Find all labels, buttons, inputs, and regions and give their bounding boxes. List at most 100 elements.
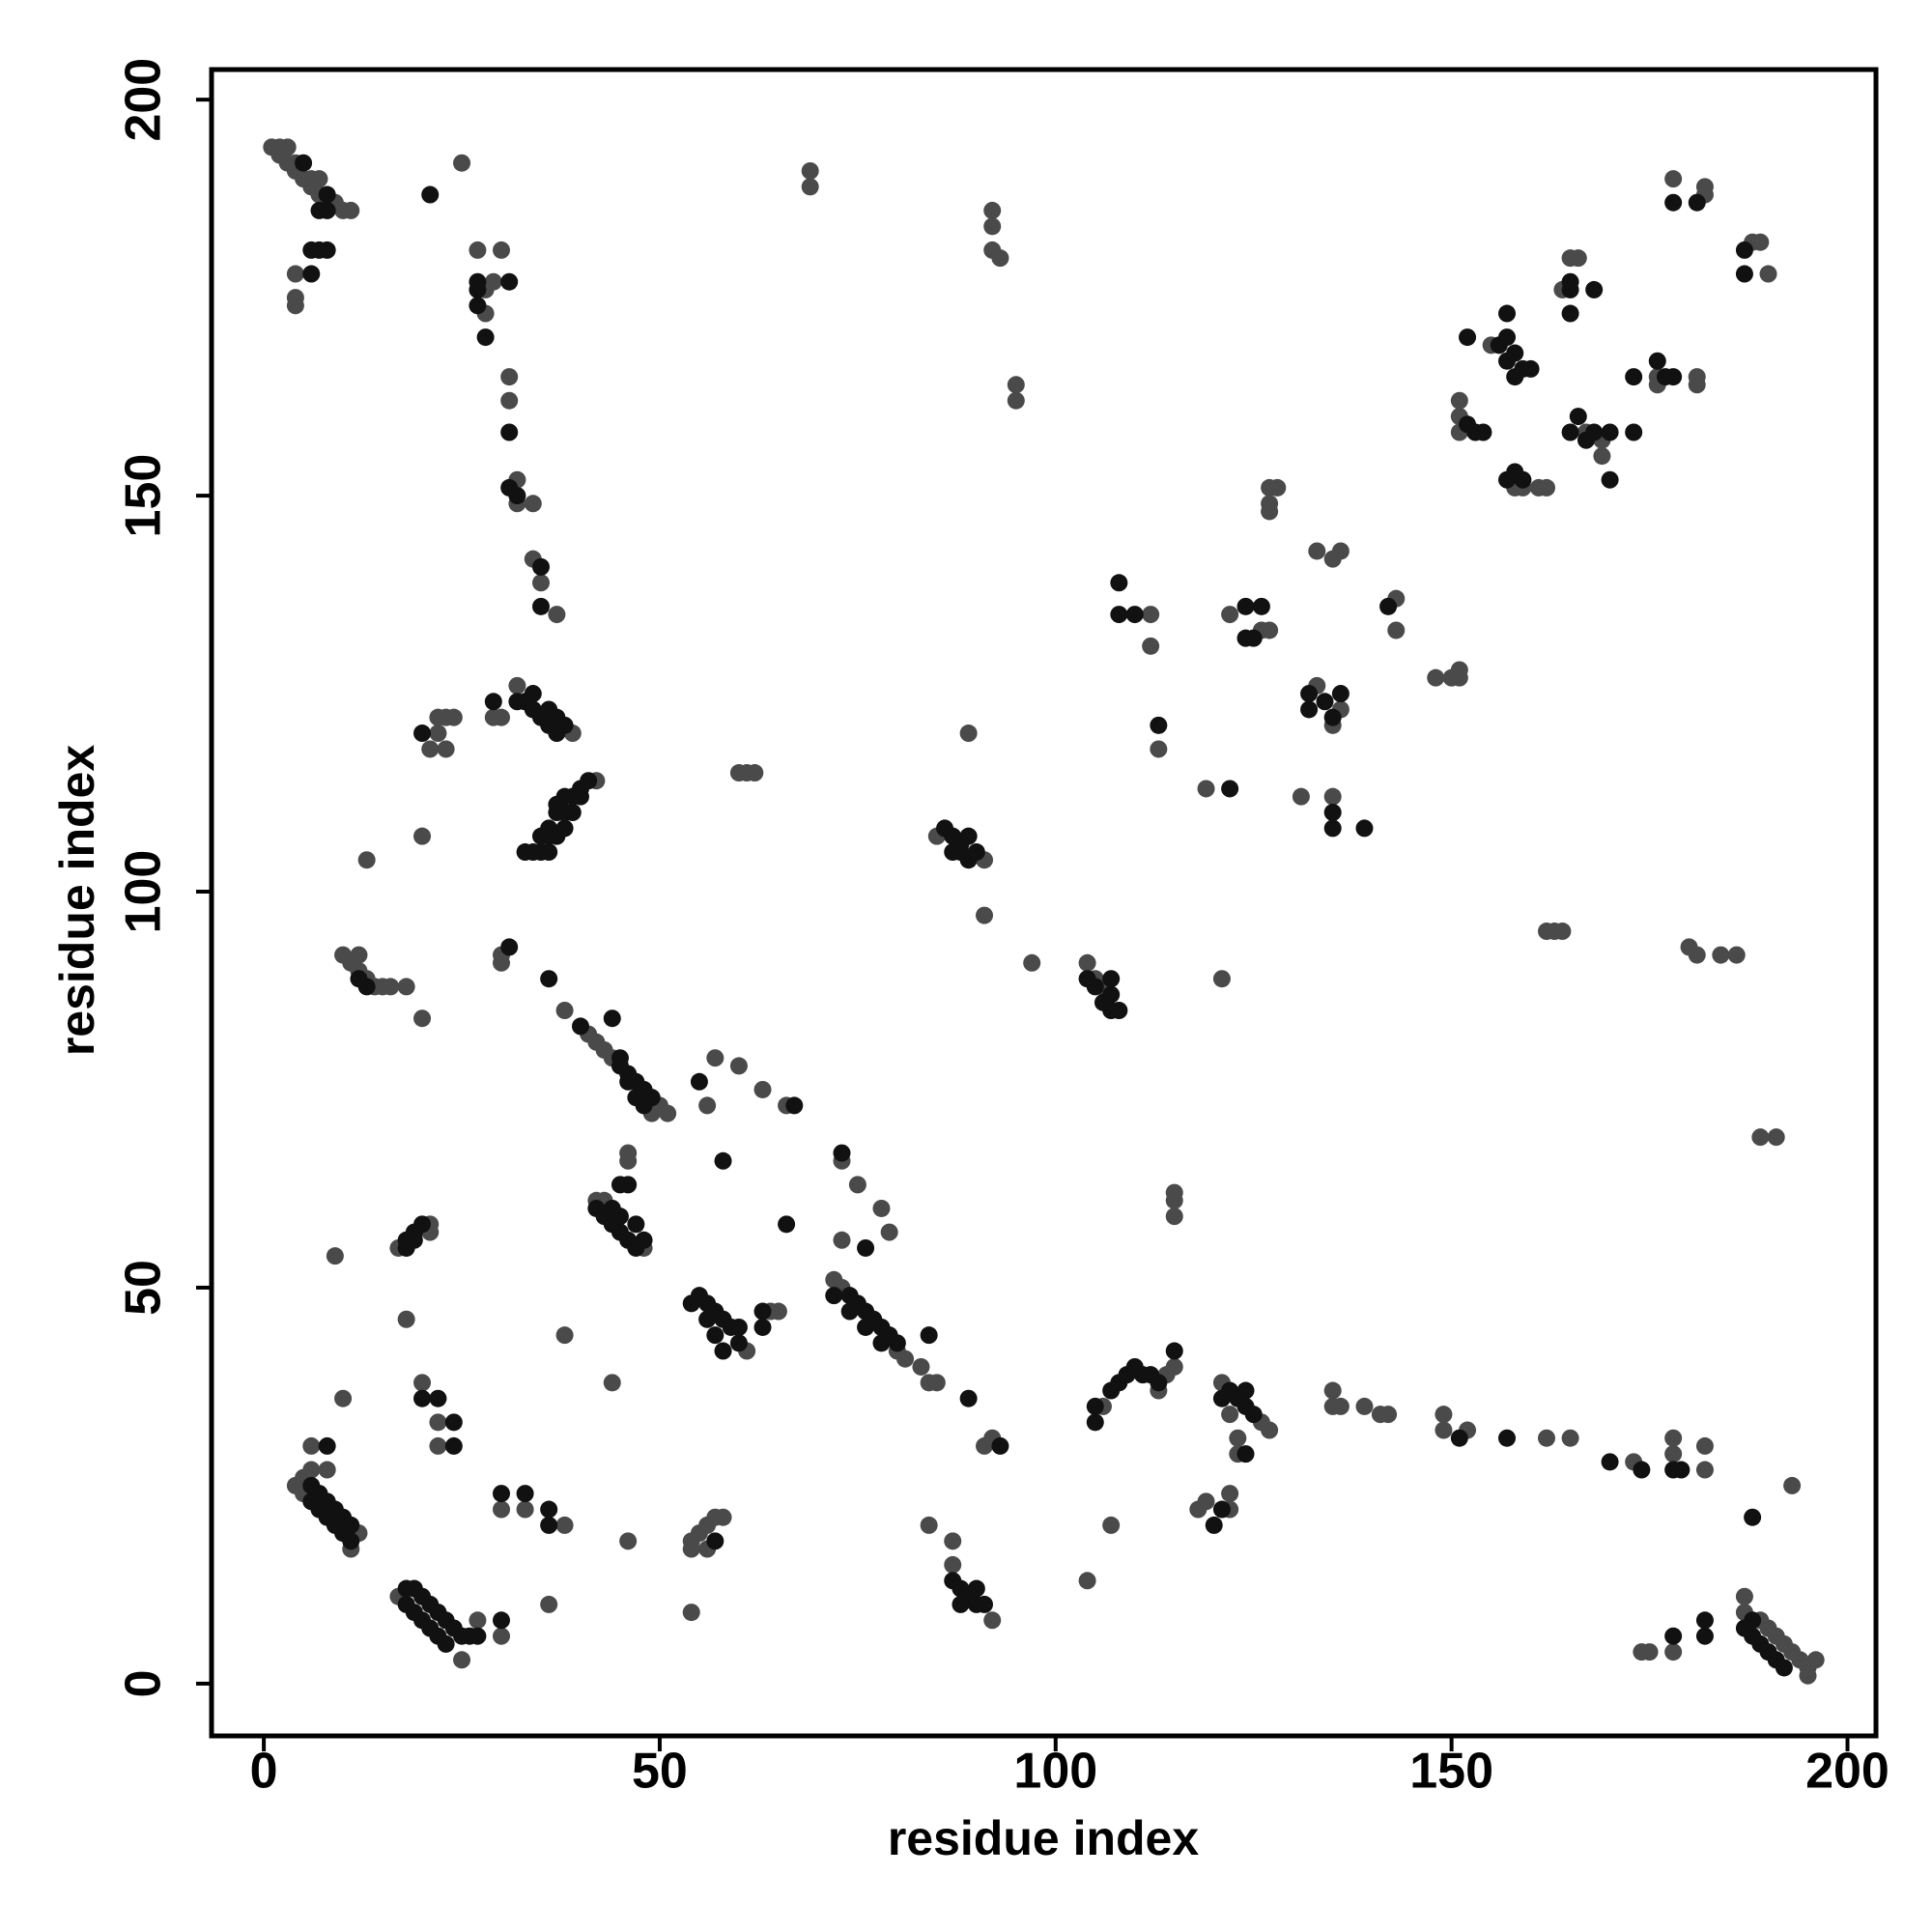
scatter-point xyxy=(1506,344,1524,362)
scatter-point xyxy=(318,1436,336,1455)
scatter-point xyxy=(920,1516,938,1534)
scatter-point xyxy=(1387,621,1406,639)
scatter-point xyxy=(413,1009,432,1028)
scatter-point xyxy=(342,201,360,219)
scatter-point xyxy=(1601,470,1619,489)
scatter-point xyxy=(714,1508,732,1526)
scatter-point xyxy=(635,1231,653,1249)
scatter-point xyxy=(1236,629,1255,647)
scatter-point xyxy=(857,1318,875,1336)
scatter-point xyxy=(484,693,502,711)
scatter-point xyxy=(405,1231,423,1249)
scatter-point xyxy=(952,1595,970,1613)
scatter-point xyxy=(540,1500,558,1519)
scatter-point xyxy=(500,368,519,386)
scatter-point xyxy=(690,1072,708,1091)
scatter-point xyxy=(397,1310,415,1328)
scatter-point xyxy=(563,804,582,822)
scatter-point xyxy=(429,1436,447,1455)
scatter-point xyxy=(872,1334,891,1352)
scatter-point xyxy=(1735,265,1753,283)
scatter-point xyxy=(991,249,1009,268)
scatter-point xyxy=(342,1532,360,1550)
scatter-point xyxy=(1806,1651,1825,1669)
scatter-point xyxy=(698,1096,717,1115)
scatter-point xyxy=(1261,621,1279,639)
scatter-point xyxy=(493,1485,511,1503)
scatter-point xyxy=(1150,740,1168,758)
scatter-point xyxy=(429,1389,447,1407)
scatter-point xyxy=(286,297,304,315)
scatter-point xyxy=(1236,1381,1255,1400)
scatter-point xyxy=(302,1436,321,1455)
scatter-point xyxy=(944,843,962,862)
scatter-point xyxy=(659,1104,677,1122)
scatter-point xyxy=(603,1009,621,1028)
scatter-point xyxy=(1308,542,1326,560)
scatter-point xyxy=(1165,1191,1183,1209)
scatter-point xyxy=(1323,804,1342,822)
scatter-point xyxy=(872,1199,891,1217)
scatter-point xyxy=(1086,1397,1104,1415)
scatter-point xyxy=(1007,391,1025,410)
scatter-point xyxy=(493,708,511,726)
scatter-point xyxy=(1735,241,1753,259)
scatter-point xyxy=(1355,1397,1374,1415)
scatter-point xyxy=(769,1302,787,1321)
scatter-point xyxy=(1553,923,1572,941)
scatter-point xyxy=(944,1555,962,1574)
scatter-point xyxy=(555,1326,574,1345)
scatter-point xyxy=(912,1357,930,1376)
scatter-point xyxy=(429,1413,447,1432)
scatter-point xyxy=(1695,1611,1714,1630)
scatter-point xyxy=(1197,1492,1215,1511)
scatter-point xyxy=(1450,668,1468,687)
scatter-point xyxy=(1538,478,1556,497)
scatter-point xyxy=(1212,1500,1231,1519)
scatter-point xyxy=(1625,423,1643,441)
scatter-point xyxy=(1261,502,1279,521)
scatter-point xyxy=(1221,606,1239,624)
scatter-point xyxy=(888,1334,906,1352)
scatter-point xyxy=(1759,265,1777,283)
scatter-point xyxy=(1110,574,1128,592)
scatter-point xyxy=(603,1374,621,1392)
scatter-point xyxy=(1165,1342,1183,1360)
scatter-point xyxy=(1783,1476,1802,1494)
scatter-point xyxy=(326,1247,344,1265)
y-tick-label: 50 xyxy=(116,1260,172,1316)
scatter-point xyxy=(1688,946,1706,964)
scatter-point xyxy=(429,724,447,743)
scatter-point xyxy=(833,1144,851,1162)
scatter-point xyxy=(1569,249,1587,268)
y-tick-label: 200 xyxy=(116,58,172,142)
scatter-point xyxy=(896,1350,915,1368)
scatter-point xyxy=(1450,391,1468,410)
scatter-point xyxy=(1221,1485,1239,1503)
scatter-point xyxy=(1744,1508,1762,1526)
scatter-point xyxy=(1323,819,1342,838)
scatter-point xyxy=(469,280,487,298)
scatter-point xyxy=(1498,328,1517,347)
scatter-point xyxy=(944,1532,962,1550)
scatter-point xyxy=(920,1326,938,1345)
scatter-point xyxy=(1379,1406,1398,1424)
scatter-point xyxy=(1197,780,1215,798)
scatter-point xyxy=(1110,606,1128,624)
scatter-point xyxy=(1323,708,1342,726)
scatter-point xyxy=(1261,1421,1279,1439)
scatter-point xyxy=(1585,423,1604,441)
scatter-point xyxy=(493,1627,511,1645)
scatter-point xyxy=(413,1374,432,1392)
scatter-point xyxy=(983,201,1002,219)
scatter-point xyxy=(1664,368,1683,386)
scatter-point xyxy=(1150,1374,1168,1392)
scatter-point xyxy=(1244,1406,1263,1424)
scatter-point xyxy=(1323,787,1342,806)
scatter-point xyxy=(976,906,994,924)
scatter-point xyxy=(1086,978,1104,996)
scatter-point xyxy=(580,772,598,790)
scatter-point xyxy=(1205,1516,1223,1534)
scatter-point xyxy=(1751,1128,1770,1147)
scatter-point xyxy=(1165,1357,1183,1376)
